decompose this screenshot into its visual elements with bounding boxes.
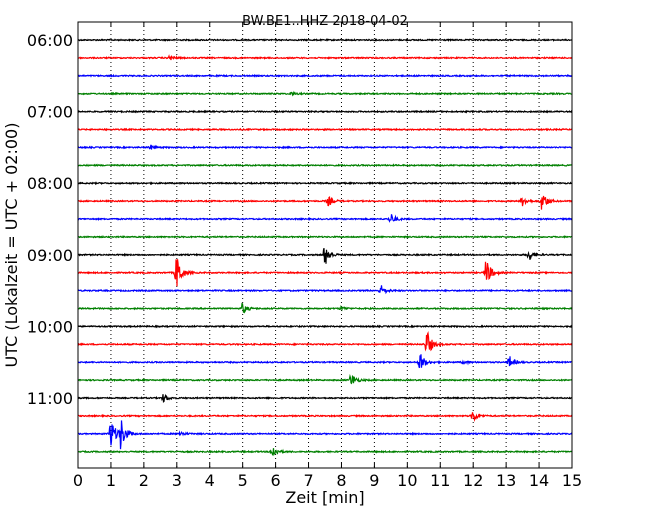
trace-0915: [77, 259, 573, 287]
plot-frame: [77, 21, 573, 469]
grid-lines: [110, 22, 540, 468]
x-tick-label: 15: [562, 471, 582, 490]
y-tick-label: 06:00: [27, 31, 73, 50]
trace-1045: [77, 373, 573, 385]
trace-1130: [77, 420, 573, 450]
trace-0630: [77, 73, 573, 78]
x-tick-label: 7: [303, 471, 313, 490]
x-axis: 0 1 2 3 4 5 6 7 8 9 10 11 12 13 14 15: [73, 22, 582, 490]
trace-0815: [77, 195, 573, 210]
trace-1100: [77, 393, 573, 403]
trace-0745: [77, 163, 573, 168]
x-tick-label: 10: [397, 471, 417, 490]
trace-0930: [77, 285, 573, 295]
trace-1115: [77, 412, 573, 422]
trace-0800: [77, 181, 573, 186]
y-axis-label: UTC (Lokalzeit = UTC + 02:00): [2, 123, 21, 368]
trace-0600: [77, 37, 573, 42]
trace-0730: [77, 144, 573, 150]
x-tick-label: 11: [430, 471, 450, 490]
x-tick-label: 14: [529, 471, 549, 490]
x-tick-label: 13: [496, 471, 516, 490]
trace-0845: [77, 234, 573, 239]
y-tick-label: 08:00: [27, 174, 73, 193]
x-tick-label: 1: [106, 471, 116, 490]
y-tick-label: 09:00: [27, 246, 73, 265]
x-tick-label: 8: [336, 471, 346, 490]
trace-1015: [77, 331, 573, 352]
y-tick-label: 10:00: [27, 317, 73, 336]
x-tick-label: 0: [73, 471, 83, 490]
x-tick-label: 3: [172, 471, 182, 490]
x-tick-label: 5: [238, 471, 248, 490]
x-axis-label: Zeit [min]: [285, 488, 364, 507]
y-tick-label: 07:00: [27, 103, 73, 122]
trace-1000: [77, 324, 573, 329]
trace-0645: [77, 90, 573, 97]
y-axis: 06:00 07:00 08:00 09:00 10:00 11:00: [27, 31, 83, 408]
trace-0945: [77, 302, 573, 314]
x-tick-label: 12: [463, 471, 483, 490]
x-tick-label: 2: [139, 471, 149, 490]
x-tick-label: 9: [369, 471, 379, 490]
trace-0700: [77, 109, 573, 114]
trace-0830: [77, 214, 573, 223]
trace-0715: [77, 127, 573, 132]
trace-1145: [77, 448, 573, 457]
trace-0900: [77, 248, 573, 264]
trace-1030: [77, 354, 573, 369]
x-tick-label: 4: [205, 471, 215, 490]
y-tick-label: 11:00: [27, 389, 73, 408]
trace-0615: [77, 54, 573, 61]
x-tick-label: 6: [271, 471, 281, 490]
trace-group: [77, 37, 573, 457]
